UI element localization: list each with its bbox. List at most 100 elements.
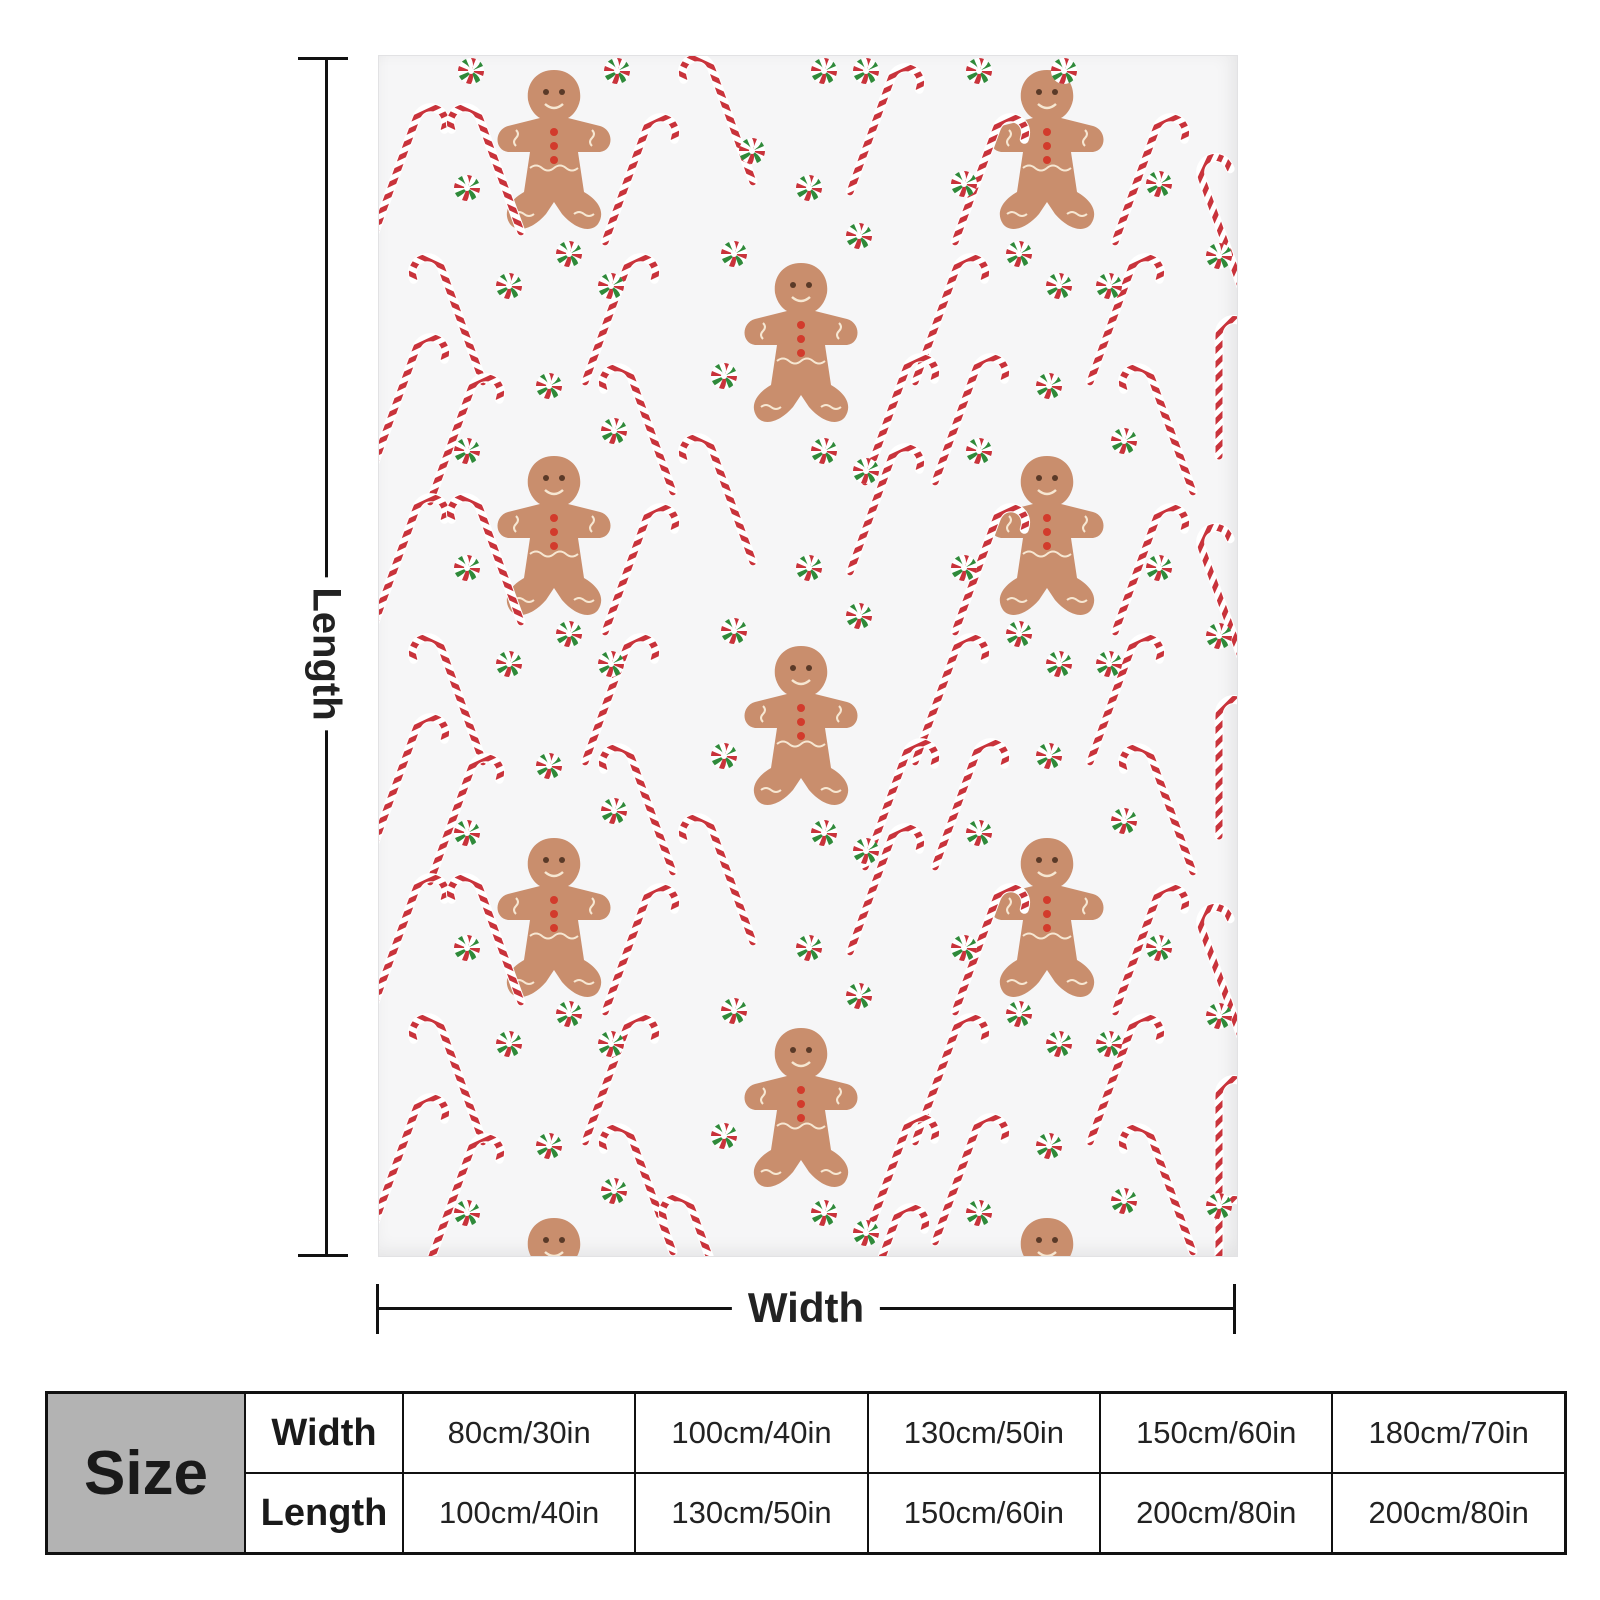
peppermint-candy-icon	[601, 418, 627, 444]
candy-cane-icon	[580, 253, 660, 387]
peppermint-candy-icon	[1046, 273, 1072, 299]
peppermint-candy-icon	[496, 1031, 522, 1057]
gingerbread-man-icon	[744, 1028, 858, 1187]
peppermint-candy-icon	[853, 1220, 879, 1246]
peppermint-candy-icon	[811, 820, 837, 846]
candy-cane-icon	[600, 503, 680, 637]
peppermint-candy-icon	[1036, 373, 1062, 399]
candy-cane-icon	[860, 738, 940, 872]
peppermint-candy-icon	[458, 58, 484, 84]
gingerbread-man-icon	[497, 838, 611, 997]
gingerbread-man-icon	[497, 456, 611, 615]
length-value-cell: 150cm/60in	[866, 1472, 1102, 1555]
candy-cane-icon	[1118, 1123, 1198, 1256]
candy-cane-icon	[1196, 153, 1237, 297]
peppermint-candy-icon	[853, 458, 879, 484]
candy-cane-icon	[850, 1203, 930, 1256]
peppermint-candy-icon	[598, 651, 624, 677]
peppermint-candy-icon	[1146, 555, 1172, 581]
candy-cane-icon	[598, 1123, 678, 1256]
peppermint-candy-icon	[1146, 171, 1172, 197]
length-value-cell: 130cm/50in	[634, 1472, 869, 1555]
candy-cane-icon	[845, 63, 925, 197]
length-row-label: Length	[244, 1472, 404, 1555]
gingerbread-man-icon	[990, 456, 1104, 615]
peppermint-candy-icon	[1206, 243, 1232, 269]
candy-cane-icon	[930, 353, 1010, 487]
peppermint-candy-icon	[796, 175, 822, 201]
peppermint-candy-icon	[951, 935, 977, 961]
candy-cane-icon	[1214, 315, 1237, 461]
length-dimension-top-cap	[298, 57, 348, 60]
candy-cane-icon	[379, 333, 450, 467]
candy-cane-icon	[1118, 743, 1198, 877]
candy-cane-icon	[1085, 633, 1165, 767]
peppermint-candy-icon	[604, 58, 630, 84]
length-value-cell: 200cm/80in	[1331, 1472, 1567, 1555]
width-row-label: Width	[244, 1391, 404, 1474]
candy-cane-icon	[1196, 903, 1237, 1047]
candy-cane-icon	[930, 1113, 1010, 1247]
gingerbread-man-icon	[990, 838, 1104, 997]
peppermint-candy-icon	[556, 241, 582, 267]
peppermint-candy-icon	[966, 58, 992, 84]
peppermint-candy-icon	[1111, 808, 1137, 834]
peppermint-candy-icon	[846, 983, 872, 1009]
peppermint-candy-icon	[811, 438, 837, 464]
peppermint-candy-icon	[1096, 273, 1122, 299]
peppermint-candy-icon	[1206, 623, 1232, 649]
peppermint-candy-icon	[1006, 1001, 1032, 1027]
peppermint-candy-icon	[1036, 1133, 1062, 1159]
peppermint-candy-icon	[454, 555, 480, 581]
candy-cane-icon	[910, 253, 990, 387]
candy-cane-icon	[446, 103, 526, 237]
length-value-cell: 100cm/40in	[401, 1472, 637, 1555]
blanket-image	[378, 55, 1238, 1257]
candy-cane-icon	[860, 1113, 940, 1247]
length-value-cell: 200cm/80in	[1099, 1472, 1334, 1555]
width-value-cell: 130cm/50in	[866, 1391, 1102, 1474]
candy-cane-icon	[598, 743, 678, 877]
peppermint-candy-icon	[556, 621, 582, 647]
candy-cane-icon	[845, 823, 925, 957]
width-dimension-label: Width	[731, 1284, 881, 1332]
length-dimension-label: Length	[303, 577, 349, 731]
peppermint-candy-icon	[1111, 1188, 1137, 1214]
candy-cane-icon	[1110, 113, 1190, 247]
candy-cane-icon	[658, 1193, 738, 1256]
peppermint-candy-icon	[966, 820, 992, 846]
peppermint-candy-icon	[721, 618, 747, 644]
peppermint-candy-icon	[711, 1123, 737, 1149]
peppermint-candy-icon	[711, 743, 737, 769]
gingerbread-man-icon	[497, 70, 611, 229]
candy-cane-icon	[910, 1013, 990, 1147]
candy-cane-icon	[598, 363, 678, 497]
size-row-length: Length 100cm/40in 130cm/50in 150cm/60in …	[47, 1472, 1567, 1555]
peppermint-candy-icon	[598, 1031, 624, 1057]
width-value-cell: 80cm/30in	[401, 1391, 637, 1474]
size-header-cell: Size	[45, 1391, 246, 1555]
candy-cane-icon	[379, 1093, 450, 1227]
peppermint-candy-icon	[556, 1001, 582, 1027]
candy-cane-icon	[379, 493, 450, 627]
peppermint-candy-icon	[721, 241, 747, 267]
peppermint-candy-icon	[796, 555, 822, 581]
peppermint-candy-icon	[951, 171, 977, 197]
candy-cane-icon	[1110, 883, 1190, 1017]
candy-cane-icon	[1118, 363, 1198, 497]
candy-cane-icon	[1214, 1075, 1237, 1221]
candy-cane-icon	[1214, 695, 1237, 841]
gingerbread-man-icon	[744, 263, 858, 422]
peppermint-candy-icon	[598, 273, 624, 299]
candy-cane-icon	[1085, 253, 1165, 387]
length-dimension-bottom-cap	[298, 1254, 348, 1257]
width-dimension-right-cap	[1233, 1284, 1236, 1334]
peppermint-candy-icon	[1111, 428, 1137, 454]
peppermint-candy-icon	[739, 138, 765, 164]
gingerbread-man-icon	[1020, 1218, 1074, 1256]
peppermint-candy-icon	[811, 1200, 837, 1226]
peppermint-candy-icon	[846, 603, 872, 629]
peppermint-candy-icon	[536, 1133, 562, 1159]
gingerbread-man-icon	[990, 70, 1104, 229]
peppermint-candy-icon	[496, 273, 522, 299]
